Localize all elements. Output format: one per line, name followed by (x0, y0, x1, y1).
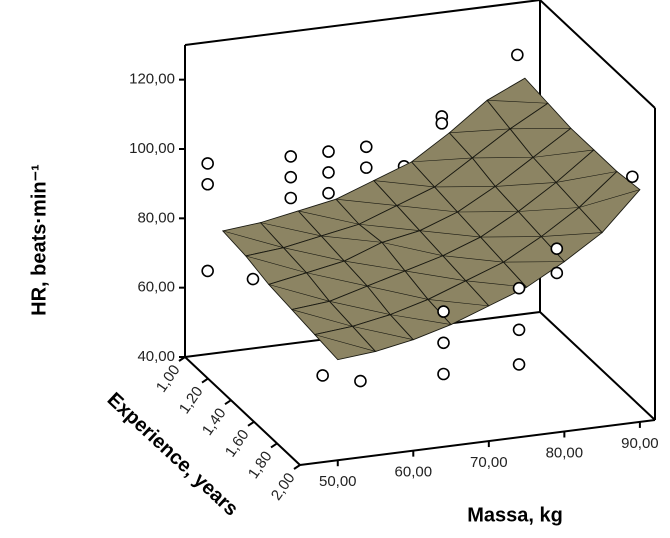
z-tick-label: 100,00 (129, 140, 175, 157)
surface-diagonal (487, 100, 548, 104)
data-point (201, 157, 214, 170)
surface-diagonal (268, 284, 330, 302)
surface-diagonal (457, 211, 519, 213)
surface-diagonal (291, 309, 353, 327)
data-point (437, 305, 450, 318)
data-point (246, 272, 260, 286)
surface-diagonal (329, 300, 391, 315)
surface-diagonal (321, 235, 383, 243)
surface-diagonal (503, 261, 565, 263)
box-edge (184, 356, 301, 466)
surface-diagonal (579, 189, 640, 208)
x-tick-label: 50,00 (319, 473, 357, 490)
y-tick (270, 442, 278, 449)
surface-diagonal (352, 326, 414, 340)
surface-diagonal (541, 232, 603, 237)
surface-diagonal (411, 157, 473, 163)
data-point (284, 191, 298, 205)
data-point (550, 242, 564, 256)
x-tick-label: 90,00 (621, 435, 659, 452)
data-point (512, 358, 526, 371)
box-edge (299, 419, 656, 466)
box-edge (184, 0, 541, 46)
data-point (359, 161, 373, 174)
data-point (437, 336, 450, 350)
y-tick-label: 1,00 (153, 362, 184, 396)
surface-diagonal (449, 128, 511, 134)
surface-diagonal (428, 299, 489, 307)
data-point (201, 177, 214, 191)
box-edge (539, 311, 656, 421)
y-tick (178, 356, 186, 362)
y-tick (247, 420, 255, 427)
y-tick (201, 377, 209, 384)
y-tick-label: 1,80 (245, 448, 276, 482)
data-point (284, 150, 298, 163)
data-point (435, 117, 449, 130)
data-point (322, 166, 335, 179)
data-point (201, 264, 214, 278)
surface-diagonal (442, 255, 504, 263)
surface-diagonal (344, 260, 406, 272)
z-tick-label: 120,00 (129, 71, 175, 88)
surface-diagonal (245, 255, 307, 274)
y-tick-label: 2,00 (268, 470, 299, 504)
surface-diagonal (533, 149, 594, 158)
data-point (512, 323, 526, 337)
x-tick-label: 60,00 (395, 464, 433, 481)
surface-diagonal (306, 272, 368, 287)
z-tick-label: 60,00 (137, 279, 175, 296)
z-tick-label: 80,00 (137, 209, 175, 226)
surface-diagonal (495, 182, 557, 187)
data-point (511, 48, 524, 62)
x-axis-label: Massa, kg (467, 504, 563, 526)
surface-diagonal (480, 236, 542, 238)
data-point (316, 369, 329, 382)
surface-diagonal (373, 180, 435, 188)
data-point (512, 281, 526, 295)
surface-diagonal (298, 210, 360, 225)
data-point (284, 170, 298, 184)
surface-diagonal (472, 157, 534, 159)
y-tick (224, 399, 232, 406)
surface-diagonal (405, 270, 466, 282)
surface-diagonal (419, 230, 481, 238)
surface-diagonal (222, 230, 284, 248)
y-tick-label: 1,60 (222, 427, 253, 461)
surface-diagonal (518, 207, 580, 212)
y-tick-label: 1,20 (176, 383, 207, 417)
box-edge (539, 0, 656, 109)
surface-diagonal (510, 128, 571, 130)
surface-diagonal (359, 223, 420, 231)
surface-diagonal (336, 198, 397, 206)
data-point (550, 266, 564, 280)
data-point (322, 186, 335, 200)
y-axis-label: Experience, years (103, 388, 242, 520)
y-tick-label: 1,40 (199, 405, 230, 439)
surface-diagonal (381, 242, 443, 257)
data-point (626, 170, 639, 184)
data-point (354, 374, 367, 388)
surface-diagonal (396, 205, 458, 213)
data-point (322, 145, 335, 158)
surface-diagonal (314, 334, 376, 352)
y-tick (293, 464, 301, 470)
z-axis-label: HR, beats·min⁻¹ (28, 164, 50, 316)
x-tick-label: 70,00 (470, 454, 508, 471)
surface-diagonal (434, 186, 496, 188)
surface-diagonal (367, 285, 429, 300)
z-tick-label: 40,00 (137, 348, 175, 365)
surface-diagonal (283, 247, 345, 262)
data-point (359, 140, 373, 154)
surface-diagonal (260, 222, 322, 237)
x-tick-label: 80,00 (546, 444, 584, 461)
surface-diagonal (556, 171, 617, 183)
surface-diagonal (390, 314, 452, 325)
data-point (437, 367, 450, 381)
